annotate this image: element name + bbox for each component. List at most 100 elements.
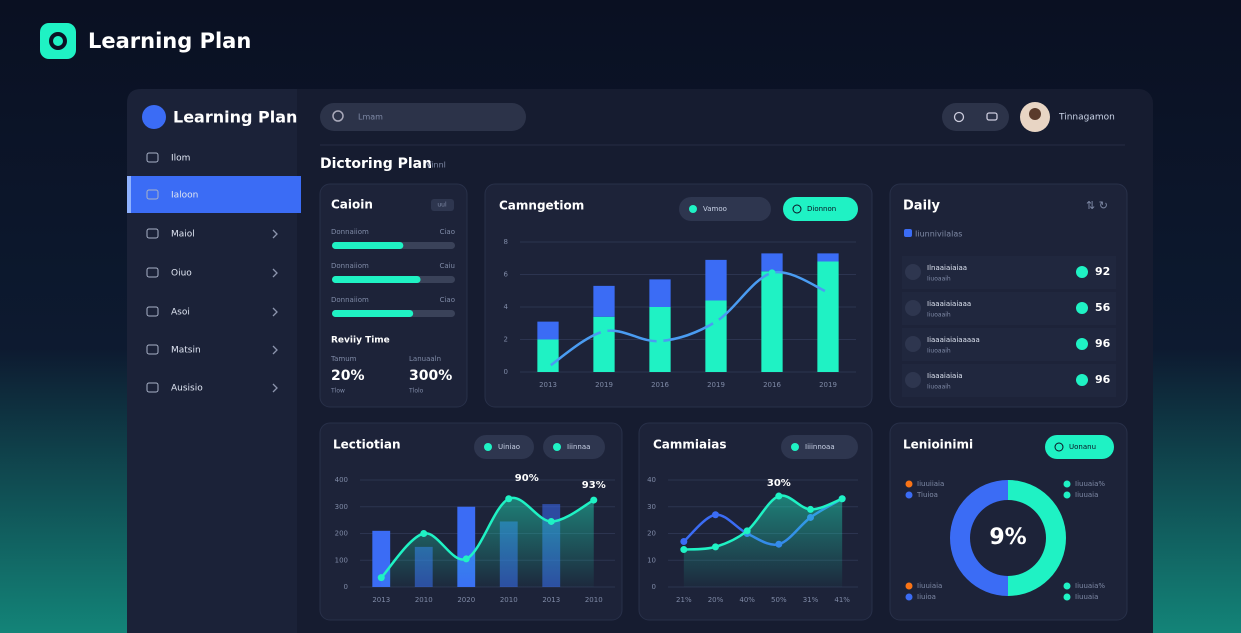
- annotation: 30%: [767, 478, 791, 489]
- pill-button[interactable]: [679, 197, 771, 221]
- pill-button[interactable]: [474, 435, 534, 459]
- chevron: [272, 345, 278, 355]
- button-icon: [792, 204, 802, 214]
- x-tick-label: 2013: [372, 596, 390, 604]
- chevron: [272, 383, 278, 393]
- nav-item[interactable]: Ialoon: [171, 191, 198, 201]
- progress-value-label: Caiu: [439, 262, 455, 270]
- legend-swatch: [905, 582, 913, 590]
- area: [381, 497, 594, 587]
- card-title: Caioin: [331, 198, 373, 212]
- button-label[interactable]: Dionnon: [807, 205, 836, 213]
- nav-item[interactable]: Asoi: [171, 308, 190, 318]
- nav-icon: [146, 344, 159, 355]
- point: [590, 496, 598, 504]
- card-title: Camngetiom: [499, 199, 584, 213]
- pill-button[interactable]: [543, 435, 605, 459]
- x-tick-label: 2016: [651, 381, 669, 389]
- point: [420, 530, 428, 537]
- pill-button[interactable]: [781, 435, 858, 459]
- progress-label: Donnaiiom: [331, 262, 369, 270]
- sidebar-logo: [142, 105, 166, 129]
- point: [462, 555, 470, 563]
- button-icon: [791, 443, 799, 451]
- point: [768, 269, 776, 277]
- daily-icons[interactable]: ⇅ ↻: [1086, 199, 1108, 212]
- point: [824, 288, 832, 296]
- y-tick-label: 40: [647, 476, 656, 484]
- nav-item[interactable]: Ilom: [171, 154, 190, 164]
- nav-item[interactable]: Maiol: [171, 230, 195, 240]
- row-icon: [905, 300, 921, 316]
- x-tick-label: 2013: [539, 381, 557, 389]
- legend-label: Iiuuaia: [1075, 491, 1098, 499]
- review-title: Reviiy Time: [331, 336, 390, 346]
- nav-item[interactable]: Oiuo: [171, 269, 192, 279]
- search-box[interactable]: [320, 103, 526, 131]
- chevron: [272, 307, 278, 317]
- y-tick-label: 200: [335, 530, 348, 538]
- progress-value-label: Ciao: [440, 228, 455, 236]
- row-icon: [905, 264, 921, 280]
- active-item[interactable]: [127, 176, 301, 213]
- pill-button[interactable]: [1045, 435, 1114, 459]
- progress-label: Donnaiiom: [331, 296, 369, 304]
- y-tick-label: 4: [504, 303, 509, 311]
- row-label: Iiaaaiaiaia: [927, 372, 963, 380]
- row-status: [1076, 338, 1088, 350]
- stat-label: Tamum: [330, 355, 357, 363]
- x-tick-label: 50%: [771, 596, 787, 604]
- legend-swatch: [1063, 593, 1071, 601]
- point: [656, 337, 664, 345]
- search-button[interactable]: [953, 111, 965, 123]
- button-label[interactable]: Iiiinnoaa: [805, 443, 835, 451]
- nav-item[interactable]: Matsin: [171, 346, 201, 356]
- point: [712, 318, 720, 326]
- message-button[interactable]: [986, 112, 998, 121]
- legend-label: Iiuuaia%: [1075, 582, 1105, 590]
- area: [683, 495, 843, 587]
- y-tick-label: 6: [504, 271, 509, 279]
- pill-button[interactable]: [783, 197, 858, 221]
- button-icon: [1054, 442, 1064, 452]
- bar: [761, 253, 783, 272]
- button-icon: [553, 443, 561, 451]
- bar: [761, 271, 783, 372]
- nav-icon: [146, 267, 159, 278]
- sidebar-title: Learning Plan: [173, 108, 297, 127]
- bar: [705, 300, 727, 372]
- app-logo: [40, 23, 76, 59]
- y-tick-label: 8: [504, 238, 508, 246]
- button-label[interactable]: Iiinnaa: [567, 443, 590, 451]
- x-tick-label: 2016: [763, 381, 781, 389]
- daily-subtitle: Iiunnivilalas: [915, 230, 962, 239]
- row-sub: Iiuoaaih: [927, 348, 951, 355]
- legend-swatch: [1063, 582, 1071, 590]
- annotation: 93%: [582, 480, 606, 491]
- point: [775, 492, 783, 500]
- bar: [705, 259, 727, 301]
- button-label[interactable]: Vamoo: [703, 205, 727, 213]
- legend-label: Iiuuaia%: [1075, 480, 1105, 488]
- toolbar-buttons[interactable]: [942, 103, 1009, 131]
- row-sub: Iiuoaaih: [927, 384, 951, 391]
- card-title: Daily: [903, 199, 940, 214]
- button-label[interactable]: Uiniao: [498, 443, 520, 451]
- button-label[interactable]: Uonanu: [1069, 443, 1096, 451]
- x-tick-label: 2010: [585, 596, 603, 604]
- card-title: Lenioinimi: [903, 438, 973, 452]
- avatar-face: [1029, 108, 1041, 120]
- row-status: [1076, 302, 1088, 314]
- row-label: Iiaaaiaiaiaaa: [927, 300, 971, 308]
- legend-swatch: [905, 593, 913, 601]
- point: [838, 495, 846, 503]
- legend-swatch: [1063, 480, 1071, 488]
- y-tick-label: 0: [652, 583, 656, 591]
- button-icon: [689, 205, 697, 213]
- row-status: [1076, 266, 1088, 278]
- bar: [537, 321, 559, 340]
- progress-card: [319, 183, 468, 408]
- row-label: Ilnaaiaiaiaa: [927, 264, 967, 272]
- nav-item[interactable]: Ausisio: [171, 384, 203, 394]
- y-tick-label: 20: [647, 530, 656, 538]
